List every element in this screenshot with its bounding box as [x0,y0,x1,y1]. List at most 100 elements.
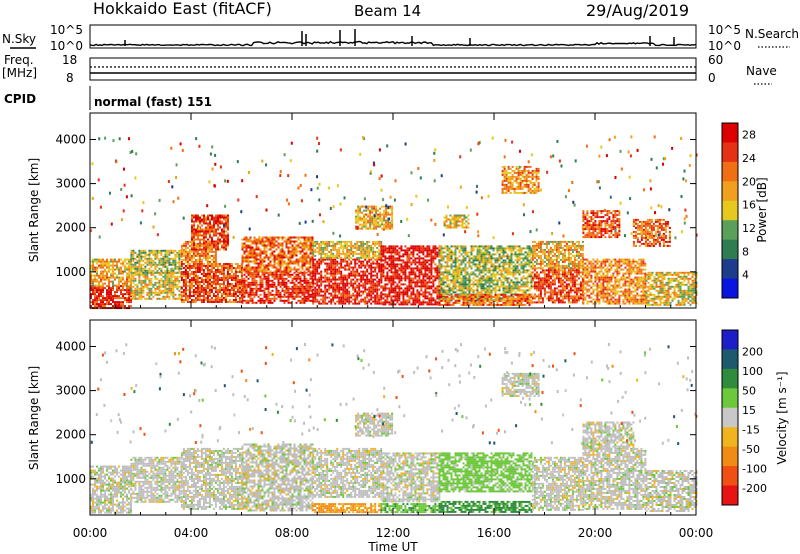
power-cell [388,289,391,292]
power-cell [368,256,371,259]
power-cell [263,299,266,302]
power-cell [90,278,92,281]
power-cell [249,270,252,273]
power-cell [406,293,409,296]
power-cell [348,254,351,257]
power-cell [366,246,369,249]
power-cell [356,302,359,305]
power-cell [370,286,373,289]
power-cell [152,263,155,266]
power-cell [316,288,319,291]
power-cell [410,279,413,282]
power-cell [152,283,155,286]
power-cell [202,299,205,301]
power-cell [259,252,262,255]
power-cell [482,269,485,272]
power-cell [164,287,167,290]
power-cell [350,278,353,281]
power-cell [398,255,401,258]
power-cell [204,289,207,291]
power-cell [354,244,357,247]
power-cell [257,238,260,241]
power-cell [334,244,337,247]
power-cell [496,281,499,284]
date-label: 29/Aug/2019 [586,1,689,20]
power-cell [255,283,258,286]
power-cell [200,260,203,263]
power-cell [490,293,493,296]
power-cell [366,270,369,273]
power-cell [368,246,371,249]
power-cell [440,263,443,266]
power-cell [378,300,381,303]
power-cell [305,238,308,241]
power-cell [226,273,229,275]
power-cell [90,289,92,292]
power-cell [289,254,292,257]
power-cell [446,259,449,262]
power-cell [516,281,519,284]
power-cell [124,284,126,287]
power-cell [418,249,421,252]
power-cell [414,257,417,260]
power-cell [251,281,254,284]
power-cell [269,301,272,304]
power-cell [138,273,141,276]
power-cell [120,305,122,308]
power-cell [454,271,457,274]
power-cell [283,256,286,259]
power-cell [484,265,487,268]
power-cell [245,250,248,253]
power-cell [376,288,379,291]
power-cell [188,244,191,247]
power-cell [307,254,310,257]
power-cell [504,247,507,250]
power-cell [450,245,453,248]
power-cell [504,249,507,252]
power-cell [158,279,161,282]
power-cell [468,283,471,286]
power-cell [384,255,387,258]
power-cell [478,249,481,252]
power-cell [140,259,143,262]
power-cell [154,255,157,258]
power-cell [406,291,409,294]
power-cell [384,279,387,282]
power-cell [450,263,453,266]
power-cell [474,257,477,260]
power-cell [150,293,153,296]
power-cell [243,260,246,263]
power-cell [404,283,407,286]
power-cell [510,271,513,274]
power-cell [188,281,191,283]
power-cell [324,240,327,243]
power-cell [128,287,130,290]
power-cell [382,273,385,276]
power-cell [194,275,197,277]
power-cell [96,270,98,273]
power-cell [90,260,92,263]
power-cell [295,283,298,286]
power-cell [279,244,282,247]
power-cell [273,242,276,245]
power-cell [148,267,151,270]
power-cell [245,260,248,263]
power-cell [279,236,282,239]
power-cell [482,285,485,288]
power-cell [328,280,331,283]
power-cell [259,299,262,302]
power-cell [208,301,211,303]
power-cell [416,245,419,248]
power-cell [222,293,225,295]
power-cell [130,299,132,302]
power-cell [448,271,451,274]
power-cell [424,265,427,268]
power-cell [253,283,256,286]
power-cell [384,247,387,250]
power-cell [245,299,248,302]
power-cell [265,266,268,269]
power-cell [152,273,155,276]
power-cell [390,291,393,294]
power-cell [490,277,493,280]
power-cell [320,262,323,265]
